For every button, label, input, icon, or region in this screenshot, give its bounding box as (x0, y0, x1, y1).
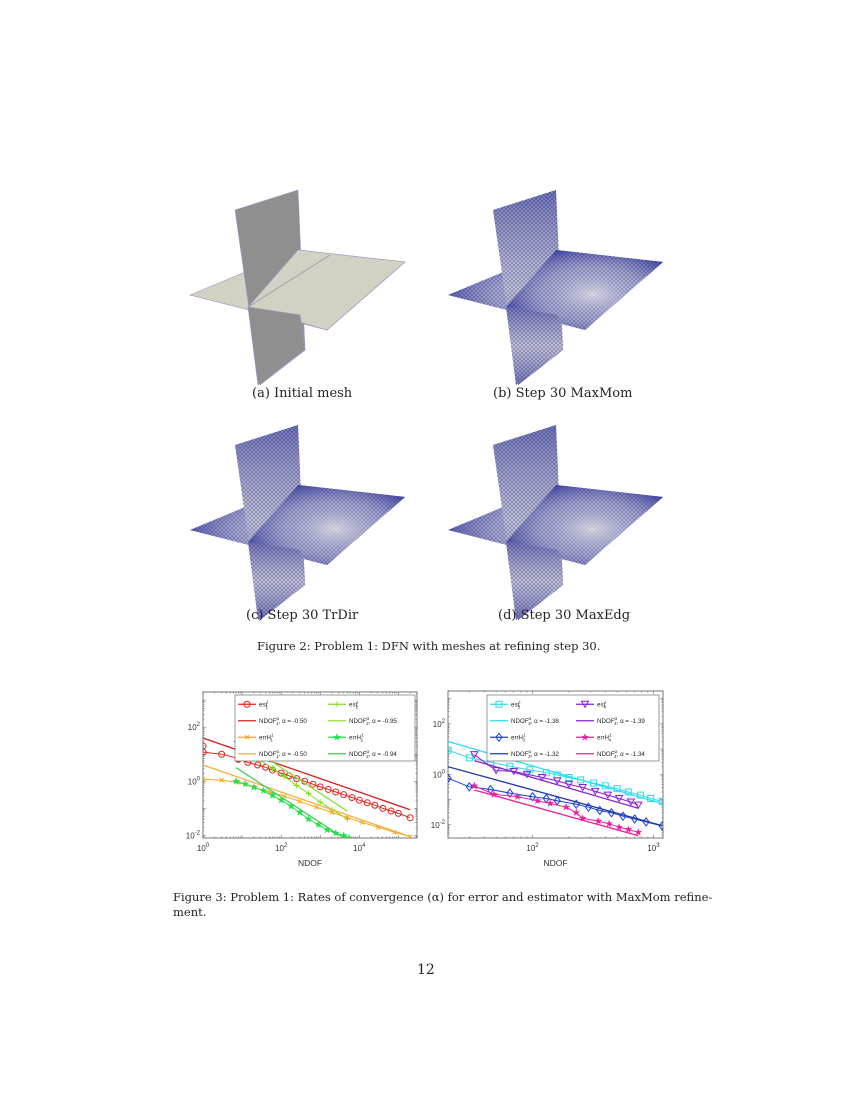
svg-text:10-2: 10-2 (431, 820, 446, 830)
convergence-chart-left: 100 102 104 10-2 100 102 NDOF estI 1 estI 2 NDOFα 1,… (186, 691, 418, 868)
svg-text:103: 103 (647, 843, 660, 853)
figure-2-caption: Figure 2: Problem 1: DFN with meshes at … (257, 639, 601, 653)
mesh-panel-d (448, 425, 663, 620)
svg-text:10-2: 10-2 (186, 830, 201, 840)
subcaption-d: (d) Step 30 MaxEdg (498, 608, 631, 623)
svg-text:100: 100 (188, 776, 201, 786)
subcaption-b: (b) Step 30 MaxMom (493, 386, 633, 401)
svg-text:100: 100 (197, 843, 210, 853)
svg-text:104: 104 (353, 843, 366, 853)
svg-text:102: 102 (433, 719, 446, 729)
mesh-panel-a (189, 189, 406, 385)
subcaption-c: (c) Step 30 TrDir (246, 608, 359, 623)
page-number: 12 (417, 962, 435, 978)
figure-3-caption-line2: ment. (173, 905, 207, 919)
svg-text:100: 100 (433, 769, 446, 779)
figure-2: (a) Initial mesh (b) Ste (180, 180, 680, 653)
svg-text:102: 102 (275, 843, 288, 853)
convergence-chart-right: 102 103 10-2 100 102 NDOF estI 3 estI 4 NDOFα 3, α … (431, 690, 664, 868)
mesh-panel-b (448, 190, 663, 385)
mesh-panel-c (190, 425, 405, 620)
svg-text:NDOF: NDOF (543, 858, 567, 868)
svg-text:102: 102 (188, 722, 201, 732)
figure-3-caption-line1: Figure 3: Problem 1: Rates of convergenc… (173, 890, 713, 904)
figure-3-caption: Figure 3: Problem 1: Rates of convergenc… (173, 890, 713, 920)
subcaption-a: (a) Initial mesh (252, 386, 353, 401)
svg-text:NDOF: NDOF (298, 858, 322, 868)
svg-text:102: 102 (526, 843, 539, 853)
